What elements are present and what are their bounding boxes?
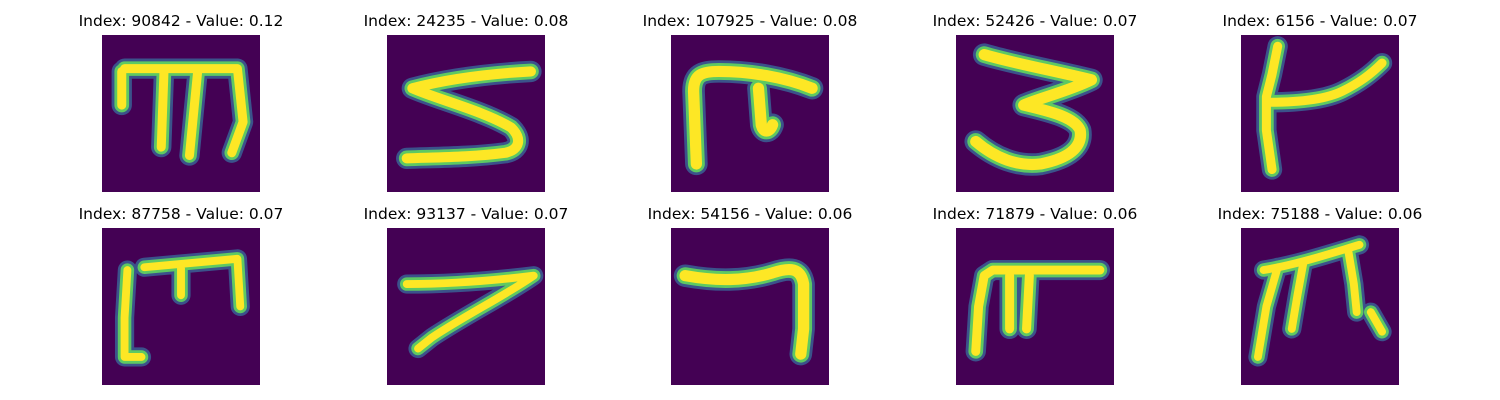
panel-title: Index: 93137 - Value: 0.07 xyxy=(363,205,569,223)
glyph-stroke-core xyxy=(402,271,538,353)
panel-7: Index: 93137 - Value: 0.07 xyxy=(364,205,568,385)
panel-title: Index: 107925 - Value: 0.08 xyxy=(642,12,858,30)
glyph-stroke-core xyxy=(679,263,810,360)
panel-9: Index: 71879 - Value: 0.06 xyxy=(933,205,1137,385)
z-shape-glyph-image xyxy=(387,35,545,192)
glyph-stroke-core xyxy=(970,49,1098,171)
glyph-stroke-core xyxy=(401,66,536,164)
pi-shape-glyph-2-image xyxy=(956,228,1114,385)
panel-title: Index: 87758 - Value: 0.07 xyxy=(78,205,284,223)
panel-1: Index: 90842 - Value: 0.12 xyxy=(79,12,283,192)
panel-title: Index: 75188 - Value: 0.06 xyxy=(1217,205,1423,223)
glyph-stroke-core xyxy=(120,254,245,361)
glyph-stroke-core xyxy=(687,65,818,170)
glyph-stroke-core xyxy=(971,265,1105,356)
glyph-stroke-core xyxy=(117,64,248,161)
pi-shape-glyph-3-image xyxy=(1241,228,1399,385)
panel-10: Index: 75188 - Value: 0.06 xyxy=(1218,205,1422,385)
panel-title: Index: 24235 - Value: 0.08 xyxy=(363,12,569,30)
glyph-stroke-core xyxy=(1261,41,1387,175)
panel-title: Index: 52426 - Value: 0.07 xyxy=(932,12,1138,30)
seven-shape-glyph-image xyxy=(387,228,545,385)
bracket-m-shape-glyph-image xyxy=(102,228,260,385)
glyph-stroke-core xyxy=(1253,240,1387,361)
panel-4: Index: 52426 - Value: 0.07 xyxy=(933,12,1137,192)
panel-title: Index: 6156 - Value: 0.07 xyxy=(1222,12,1418,30)
panel-title: Index: 71879 - Value: 0.06 xyxy=(932,205,1138,223)
pi-shape-glyph-image xyxy=(671,35,829,192)
panel-5: Index: 6156 - Value: 0.07 xyxy=(1223,12,1417,192)
three-shape-glyph-image xyxy=(956,35,1114,192)
panel-title: Index: 54156 - Value: 0.06 xyxy=(647,205,853,223)
panel-6: Index: 87758 - Value: 0.07 xyxy=(79,205,283,385)
k-shape-glyph-image xyxy=(1241,35,1399,192)
m-shape-glyph-image xyxy=(102,35,260,192)
hook-shape-glyph-image xyxy=(671,228,829,385)
panel-title: Index: 90842 - Value: 0.12 xyxy=(78,12,284,30)
panel-3: Index: 107925 - Value: 0.08 xyxy=(643,12,857,192)
panel-8: Index: 54156 - Value: 0.06 xyxy=(648,205,852,385)
panel-2: Index: 24235 - Value: 0.08 xyxy=(364,12,568,192)
